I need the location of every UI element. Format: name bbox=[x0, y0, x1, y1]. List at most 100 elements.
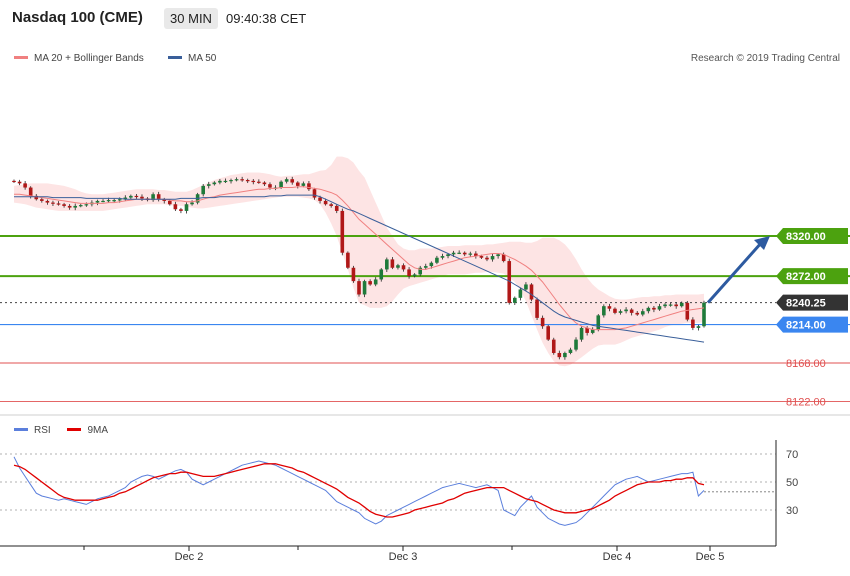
candle-body bbox=[212, 182, 217, 185]
candle-body bbox=[529, 284, 534, 300]
candle-body bbox=[429, 262, 434, 267]
rsi-legend: RSI 9MA bbox=[14, 425, 122, 436]
candle-body bbox=[513, 297, 517, 303]
candle-body bbox=[629, 309, 634, 313]
candle-body bbox=[446, 254, 450, 257]
time-label-Dec-4: Dec 4 bbox=[603, 551, 632, 563]
candle-body bbox=[318, 197, 322, 201]
candle-body bbox=[23, 183, 27, 188]
candle-body bbox=[590, 329, 595, 333]
ma9-swatch bbox=[67, 427, 82, 431]
candle-body bbox=[134, 195, 139, 198]
candle-body bbox=[229, 180, 233, 182]
time-label-Dec-2: Dec 2 bbox=[175, 551, 204, 563]
candle-body bbox=[524, 284, 528, 290]
candle-body bbox=[95, 200, 100, 203]
candle-body bbox=[412, 274, 417, 277]
candle-body bbox=[563, 352, 567, 358]
candle-body bbox=[28, 187, 33, 196]
candle-body bbox=[423, 266, 428, 268]
forecast-arrow-shaft bbox=[706, 241, 764, 304]
candle-body bbox=[585, 327, 589, 333]
candle-body bbox=[112, 200, 116, 202]
candle-body bbox=[307, 183, 311, 190]
candle-body bbox=[329, 204, 333, 206]
ma50-swatch bbox=[168, 55, 182, 59]
price-level-label-8240.25: 8240.25 bbox=[786, 298, 826, 310]
candle-body bbox=[223, 180, 228, 183]
candle-body bbox=[390, 259, 395, 268]
candle-body bbox=[579, 327, 584, 340]
candle-body bbox=[101, 200, 105, 203]
time-label-Dec-3: Dec 3 bbox=[389, 551, 418, 563]
price-levels: 8320.00 8272.00 8240.25 8214.00 8168.00 8122.… bbox=[0, 228, 850, 408]
candle-body bbox=[156, 194, 161, 200]
candle-body bbox=[362, 281, 367, 295]
price-level-label-8214.00: 8214.00 bbox=[786, 320, 826, 332]
candle-body bbox=[468, 253, 473, 255]
candle-body bbox=[129, 195, 133, 198]
candle-body bbox=[490, 256, 495, 260]
candle-body bbox=[268, 184, 272, 188]
candle-body bbox=[618, 311, 623, 313]
candle-body bbox=[679, 302, 684, 307]
rsi-tick-label: 70 bbox=[786, 449, 798, 461]
candle-body bbox=[168, 200, 172, 205]
candle-body bbox=[357, 281, 361, 295]
candle-body bbox=[34, 195, 39, 200]
candle-body bbox=[663, 304, 667, 307]
candle-body bbox=[602, 306, 606, 316]
candle-body bbox=[179, 209, 183, 211]
rsi-tick-label: 50 bbox=[786, 477, 798, 489]
copyright-notice: Research © 2019 Trading Central bbox=[690, 53, 840, 64]
ma20-line bbox=[14, 186, 705, 331]
rsi-legend-label: RSI bbox=[34, 425, 51, 436]
rsi-series-RSI bbox=[13, 456, 705, 526]
candle-body bbox=[51, 202, 55, 204]
candle-body bbox=[485, 257, 489, 260]
candle-body bbox=[418, 267, 423, 275]
candle-body bbox=[290, 179, 295, 183]
candle-body bbox=[323, 200, 328, 205]
candle-body bbox=[379, 269, 384, 280]
forecast-arrowhead bbox=[754, 236, 770, 250]
candle-body bbox=[696, 326, 701, 328]
candle-body bbox=[295, 182, 300, 186]
candle-body bbox=[17, 181, 22, 184]
candle-body bbox=[596, 315, 601, 330]
candle-body bbox=[84, 204, 89, 206]
candle-body bbox=[346, 252, 350, 268]
ma50-line bbox=[14, 194, 705, 343]
candle-body bbox=[501, 254, 506, 262]
candle-body bbox=[518, 289, 523, 298]
candle-body bbox=[140, 196, 144, 199]
price-level-tag-8240.25 bbox=[776, 294, 848, 311]
rsi-tick-label: 30 bbox=[786, 505, 798, 517]
candle-body bbox=[551, 339, 556, 353]
candle-body bbox=[151, 194, 155, 201]
candle-body bbox=[56, 203, 61, 205]
candle-body bbox=[62, 204, 66, 206]
bollinger-band bbox=[14, 156, 704, 367]
price-level-label-8168.00: 8168.00 bbox=[786, 358, 826, 370]
candle-body bbox=[45, 200, 50, 203]
candle-body bbox=[635, 312, 640, 315]
candle-body bbox=[234, 179, 239, 181]
candle-body bbox=[607, 306, 612, 309]
rsi-panel: 70 50 30 bbox=[0, 449, 798, 526]
candle-body bbox=[351, 267, 356, 282]
candle-body bbox=[496, 254, 500, 257]
timeframe-badge[interactable]: 30 MIN bbox=[164, 8, 218, 29]
candle-body bbox=[284, 179, 289, 182]
rsi-swatch bbox=[14, 427, 28, 431]
candle-body bbox=[301, 183, 306, 186]
candle-body bbox=[702, 302, 706, 327]
candle-body bbox=[557, 352, 562, 358]
candle-body bbox=[206, 184, 211, 186]
legend-ma50: MA 50 bbox=[168, 53, 216, 64]
candle-body bbox=[240, 179, 244, 181]
candle-body bbox=[396, 265, 400, 268]
ma20-swatch bbox=[14, 55, 28, 59]
price-level-label-8272.00: 8272.00 bbox=[786, 271, 826, 283]
